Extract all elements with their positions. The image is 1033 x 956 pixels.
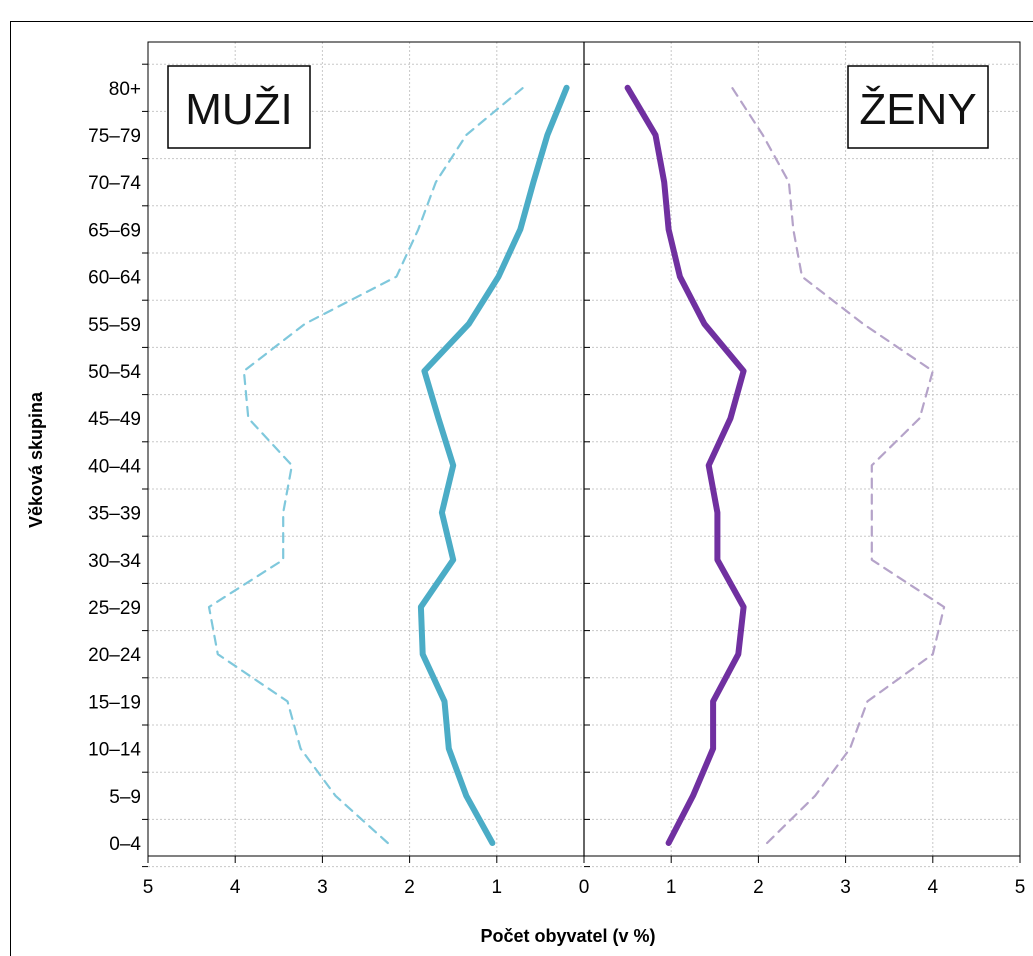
panel-label-men-box: MUŽI bbox=[167, 65, 311, 149]
y-tick-label: 15–19 bbox=[88, 692, 141, 713]
y-axis-title: Věková skupina bbox=[26, 391, 46, 528]
series-line-women-solid bbox=[624, 84, 747, 846]
panel-label-men: MUŽI bbox=[185, 85, 293, 134]
y-tick-label: 40–44 bbox=[88, 456, 141, 477]
y-tick-label: 50–54 bbox=[88, 362, 141, 383]
panel-label-women-box: ŽENY bbox=[847, 65, 989, 149]
y-tick-label: 25–29 bbox=[88, 598, 141, 619]
x-tick-label: 3 bbox=[840, 877, 851, 898]
x-tick-labels: 5 4 3 2 1 0 1 2 3 4 5 bbox=[143, 877, 1026, 898]
series-line-men-dashed bbox=[207, 86, 525, 845]
y-tick-label: 65–69 bbox=[88, 220, 141, 241]
y-tick-label: 5–9 bbox=[109, 787, 141, 808]
x-tick-label: 5 bbox=[143, 877, 154, 898]
y-tick-label: 35–39 bbox=[88, 504, 141, 525]
y-tick-label: 10–14 bbox=[88, 740, 141, 761]
x-tick-label: 2 bbox=[404, 877, 415, 898]
panel-label-women: ŽENY bbox=[859, 85, 976, 134]
x-tick-label: 1 bbox=[666, 877, 677, 898]
y-tick-label: 80+ bbox=[109, 79, 141, 100]
series-line-women-dashed bbox=[731, 86, 946, 845]
x-tick-label: 1 bbox=[492, 877, 503, 898]
axes bbox=[142, 41, 1021, 868]
y-tick-label: 45–49 bbox=[88, 409, 141, 430]
x-axis-title: Počet obyvatel (v %) bbox=[480, 926, 655, 946]
y-tick-label: 20–24 bbox=[88, 645, 141, 666]
y-tick-label: 60–64 bbox=[88, 268, 141, 289]
y-tick-labels: 0–4 5–9 10–14 15–19 20–24 25–29 30–34 35–39 40–4… bbox=[88, 79, 141, 855]
y-tick-label: 55–59 bbox=[88, 315, 141, 336]
x-tick-label: 4 bbox=[230, 877, 241, 898]
outer-border bbox=[10, 21, 1033, 956]
series-line-men-solid bbox=[417, 84, 570, 846]
y-tick-label: 75–79 bbox=[88, 126, 141, 147]
x-tick-label: 3 bbox=[317, 877, 328, 898]
x-tick-label: 4 bbox=[928, 877, 939, 898]
series-lines bbox=[207, 84, 946, 846]
y-tick-label: 70–74 bbox=[88, 173, 141, 194]
x-tick-label: 2 bbox=[753, 877, 764, 898]
x-tick-label: 0 bbox=[579, 877, 590, 898]
x-tick-label: 5 bbox=[1015, 877, 1026, 898]
y-tick-label: 30–34 bbox=[88, 551, 141, 572]
y-tick-label: 0–4 bbox=[109, 834, 141, 855]
